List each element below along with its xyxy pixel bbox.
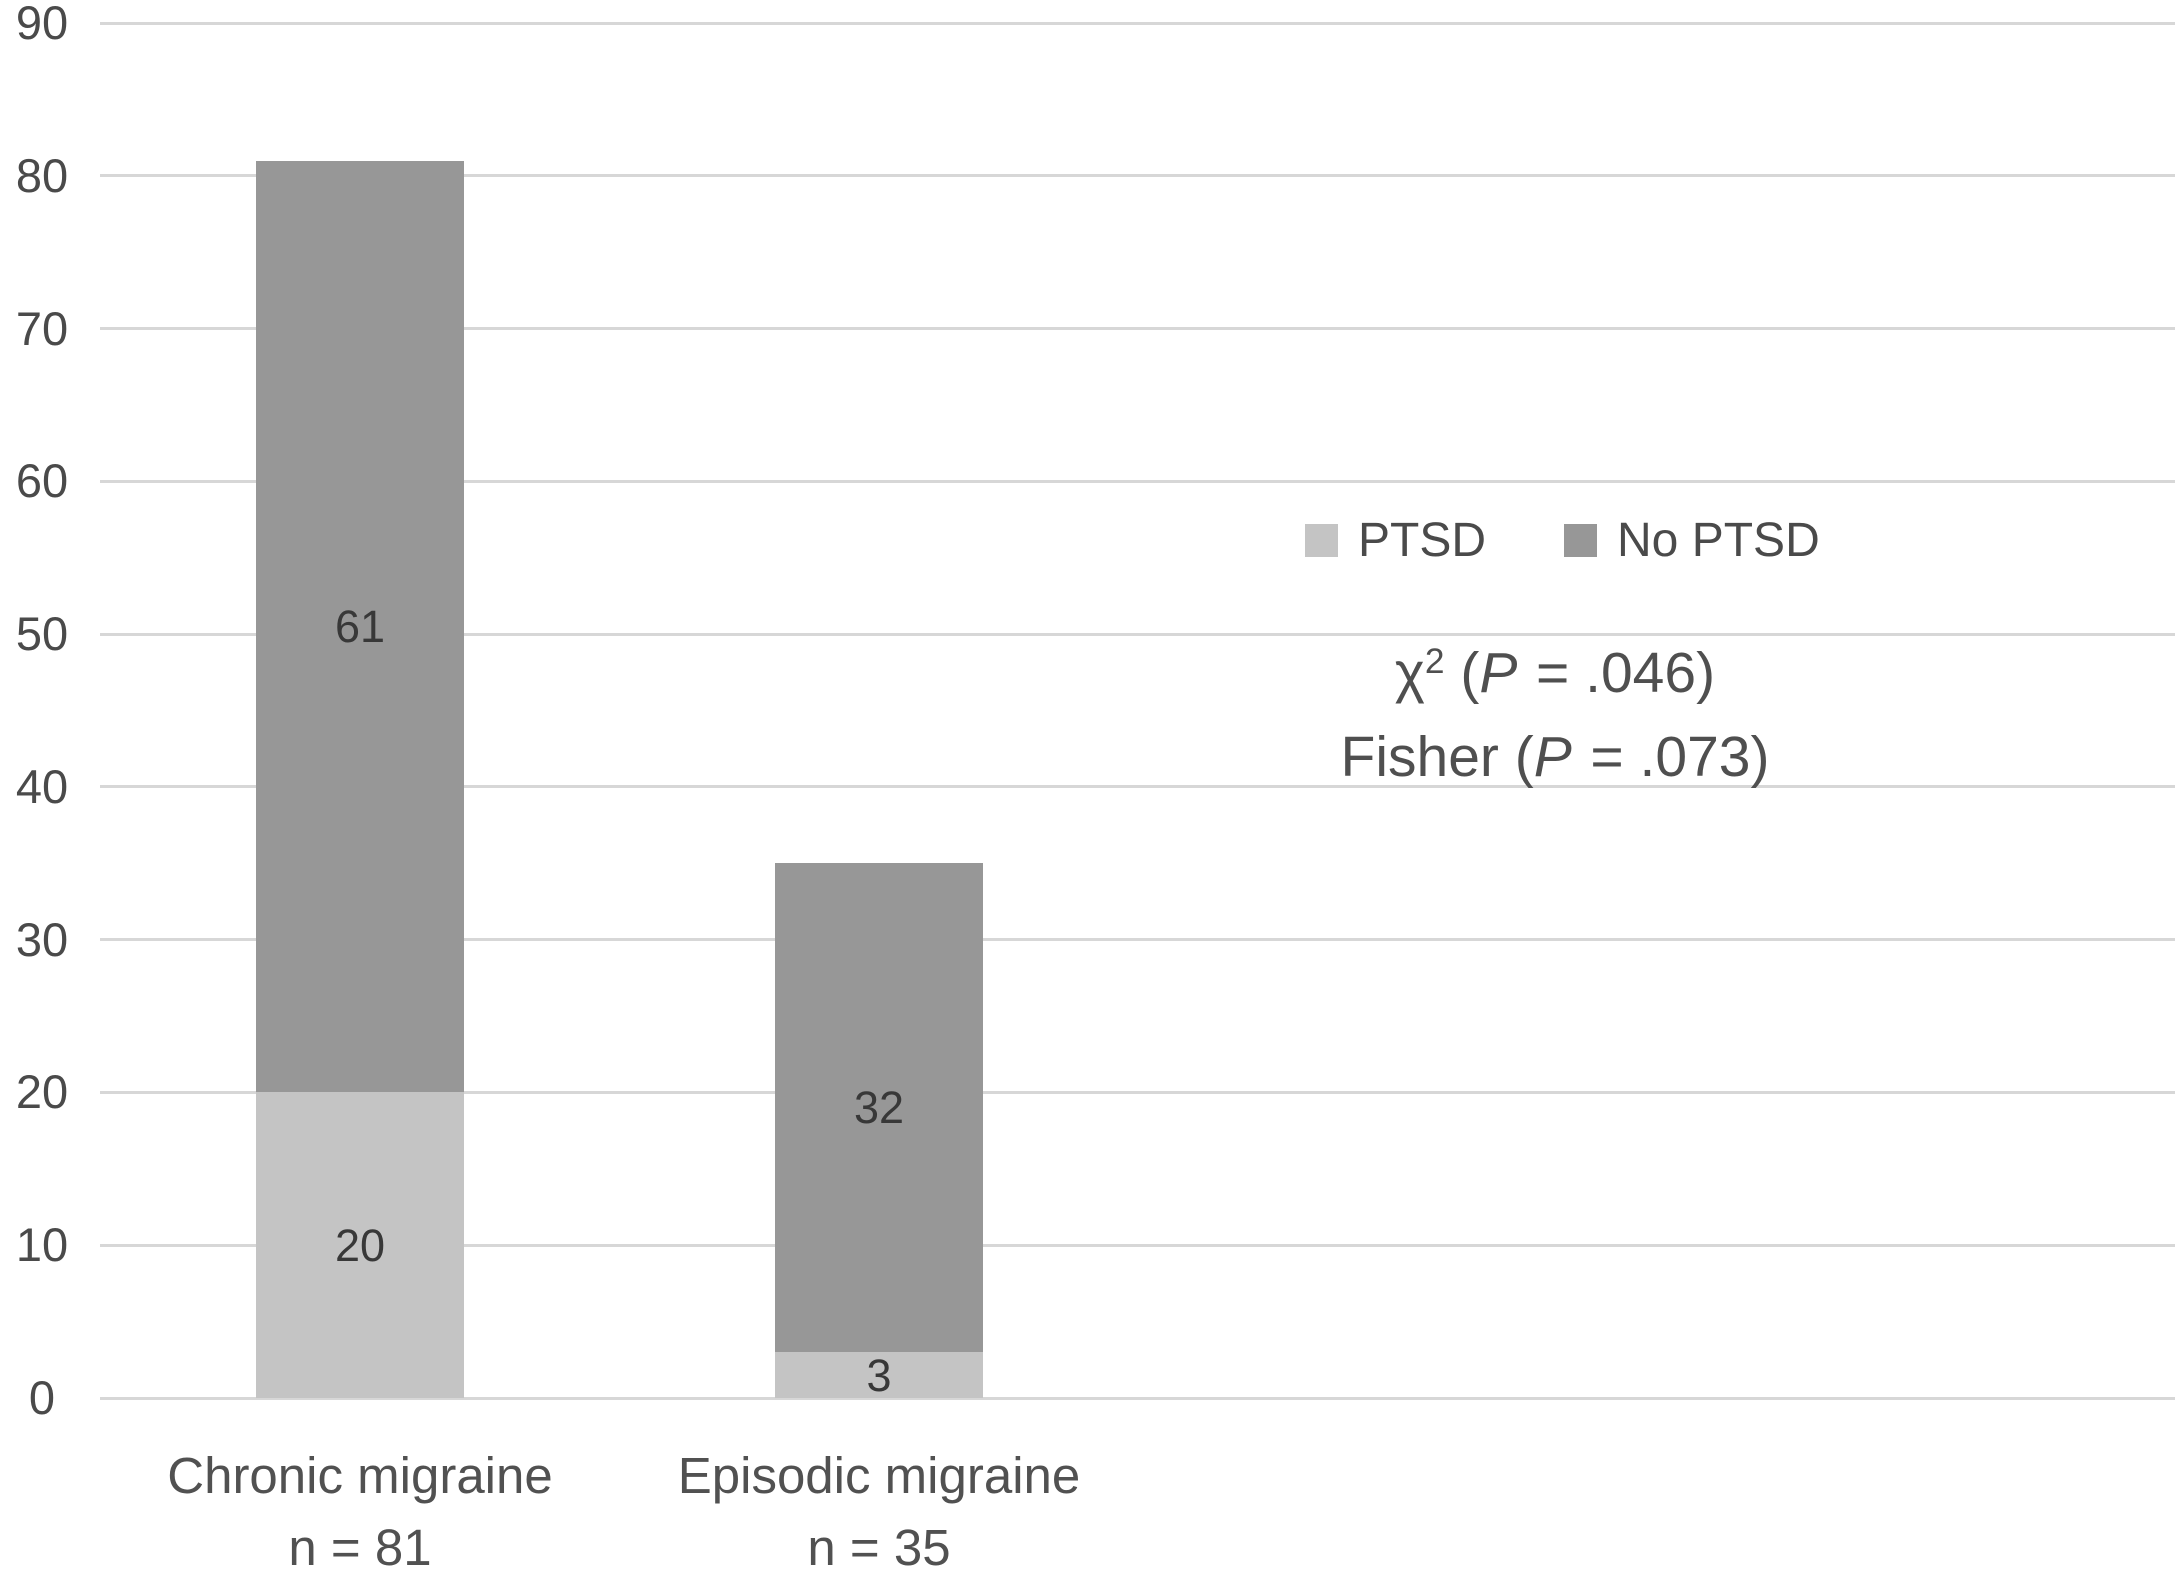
gridline-60 [100, 479, 2175, 483]
bar-segment-ptsd-episodic-migraine: 3 [775, 1352, 983, 1398]
category-sample-size: n = 35 [807, 1519, 951, 1574]
legend-item-no-ptsd: No PTSD [1564, 513, 1820, 568]
y-tick-label-50: 50 [15, 607, 69, 661]
category-sample-size: n = 81 [288, 1519, 432, 1574]
bar-segment-no-ptsd-chronic-migraine: 61 [256, 160, 464, 1093]
stat-open-paren: ( [1498, 724, 1534, 789]
bar-segment-no-ptsd-episodic-migraine: 32 [775, 863, 983, 1353]
y-tick-label-40: 40 [15, 759, 69, 813]
bar-value-label-ptsd-episodic-migraine: 3 [866, 1349, 892, 1401]
legend-marker-no-ptsd-icon [1564, 523, 1598, 557]
stat-p-symbol: P [1479, 641, 1518, 705]
gridline-70 [100, 327, 2175, 331]
legend-label-ptsd: PTSD [1358, 513, 1487, 567]
stat-p-value: = .073) [1574, 724, 1770, 789]
y-tick-label-30: 30 [15, 912, 69, 966]
bar-value-label-no-ptsd-episodic-migraine: 32 [853, 1082, 905, 1134]
legend-marker-ptsd-icon [1305, 523, 1338, 557]
y-tick-label-60: 60 [15, 454, 69, 508]
gridline-80 [100, 174, 2175, 178]
gridline-0 [100, 1396, 2175, 1400]
category-name: Chronic migraine [167, 1447, 553, 1504]
stat-open-paren: ( [1444, 641, 1480, 705]
gridline-10 [100, 1243, 2175, 1247]
gridline-90 [100, 21, 2175, 25]
stat-p-symbol: P [1533, 724, 1572, 789]
y-tick-label-90: 90 [15, 0, 69, 49]
x-category-label-chronic-migraine: Chronic migraine n = 81 [80, 1440, 640, 1574]
stat-test-superscript: 2 [1424, 641, 1445, 681]
gridline-50 [100, 632, 2175, 636]
category-name: Episodic migraine [677, 1447, 1081, 1504]
x-category-label-episodic-migraine: Episodic migraine n = 35 [599, 1440, 1159, 1574]
legend-label-no-ptsd: No PTSD [1617, 513, 1820, 567]
y-tick-label-10: 10 [15, 1218, 69, 1272]
y-tick-label-70: 70 [15, 301, 69, 355]
stat-p-value: = .046) [1520, 641, 1716, 705]
bar-value-label-no-ptsd-chronic-migraine: 61 [334, 600, 386, 652]
bar-value-label-ptsd-chronic-migraine: 20 [334, 1219, 386, 1271]
stat-test-name: χ [1394, 641, 1425, 705]
stat-annotation-2: Fisher (P = .073) [1155, 716, 1955, 800]
y-tick-label-20: 20 [15, 1065, 69, 1119]
stat-annotation-1: χ2 (P = .046) [1155, 632, 1955, 716]
legend: PTSD No PTSD [1305, 507, 1820, 573]
y-tick-label-0: 0 [28, 1371, 56, 1424]
stat-annotations: χ2 (P = .046) Fisher (P = .073) [1155, 632, 1955, 800]
gridline-40 [100, 785, 2175, 789]
bar-segment-ptsd-chronic-migraine: 20 [256, 1092, 464, 1398]
legend-item-ptsd: PTSD [1305, 513, 1486, 568]
y-tick-label-80: 80 [15, 148, 69, 202]
gridline-30 [100, 938, 2175, 942]
gridline-20 [100, 1090, 2175, 1094]
stat-test-name: Fisher [1340, 724, 1499, 789]
